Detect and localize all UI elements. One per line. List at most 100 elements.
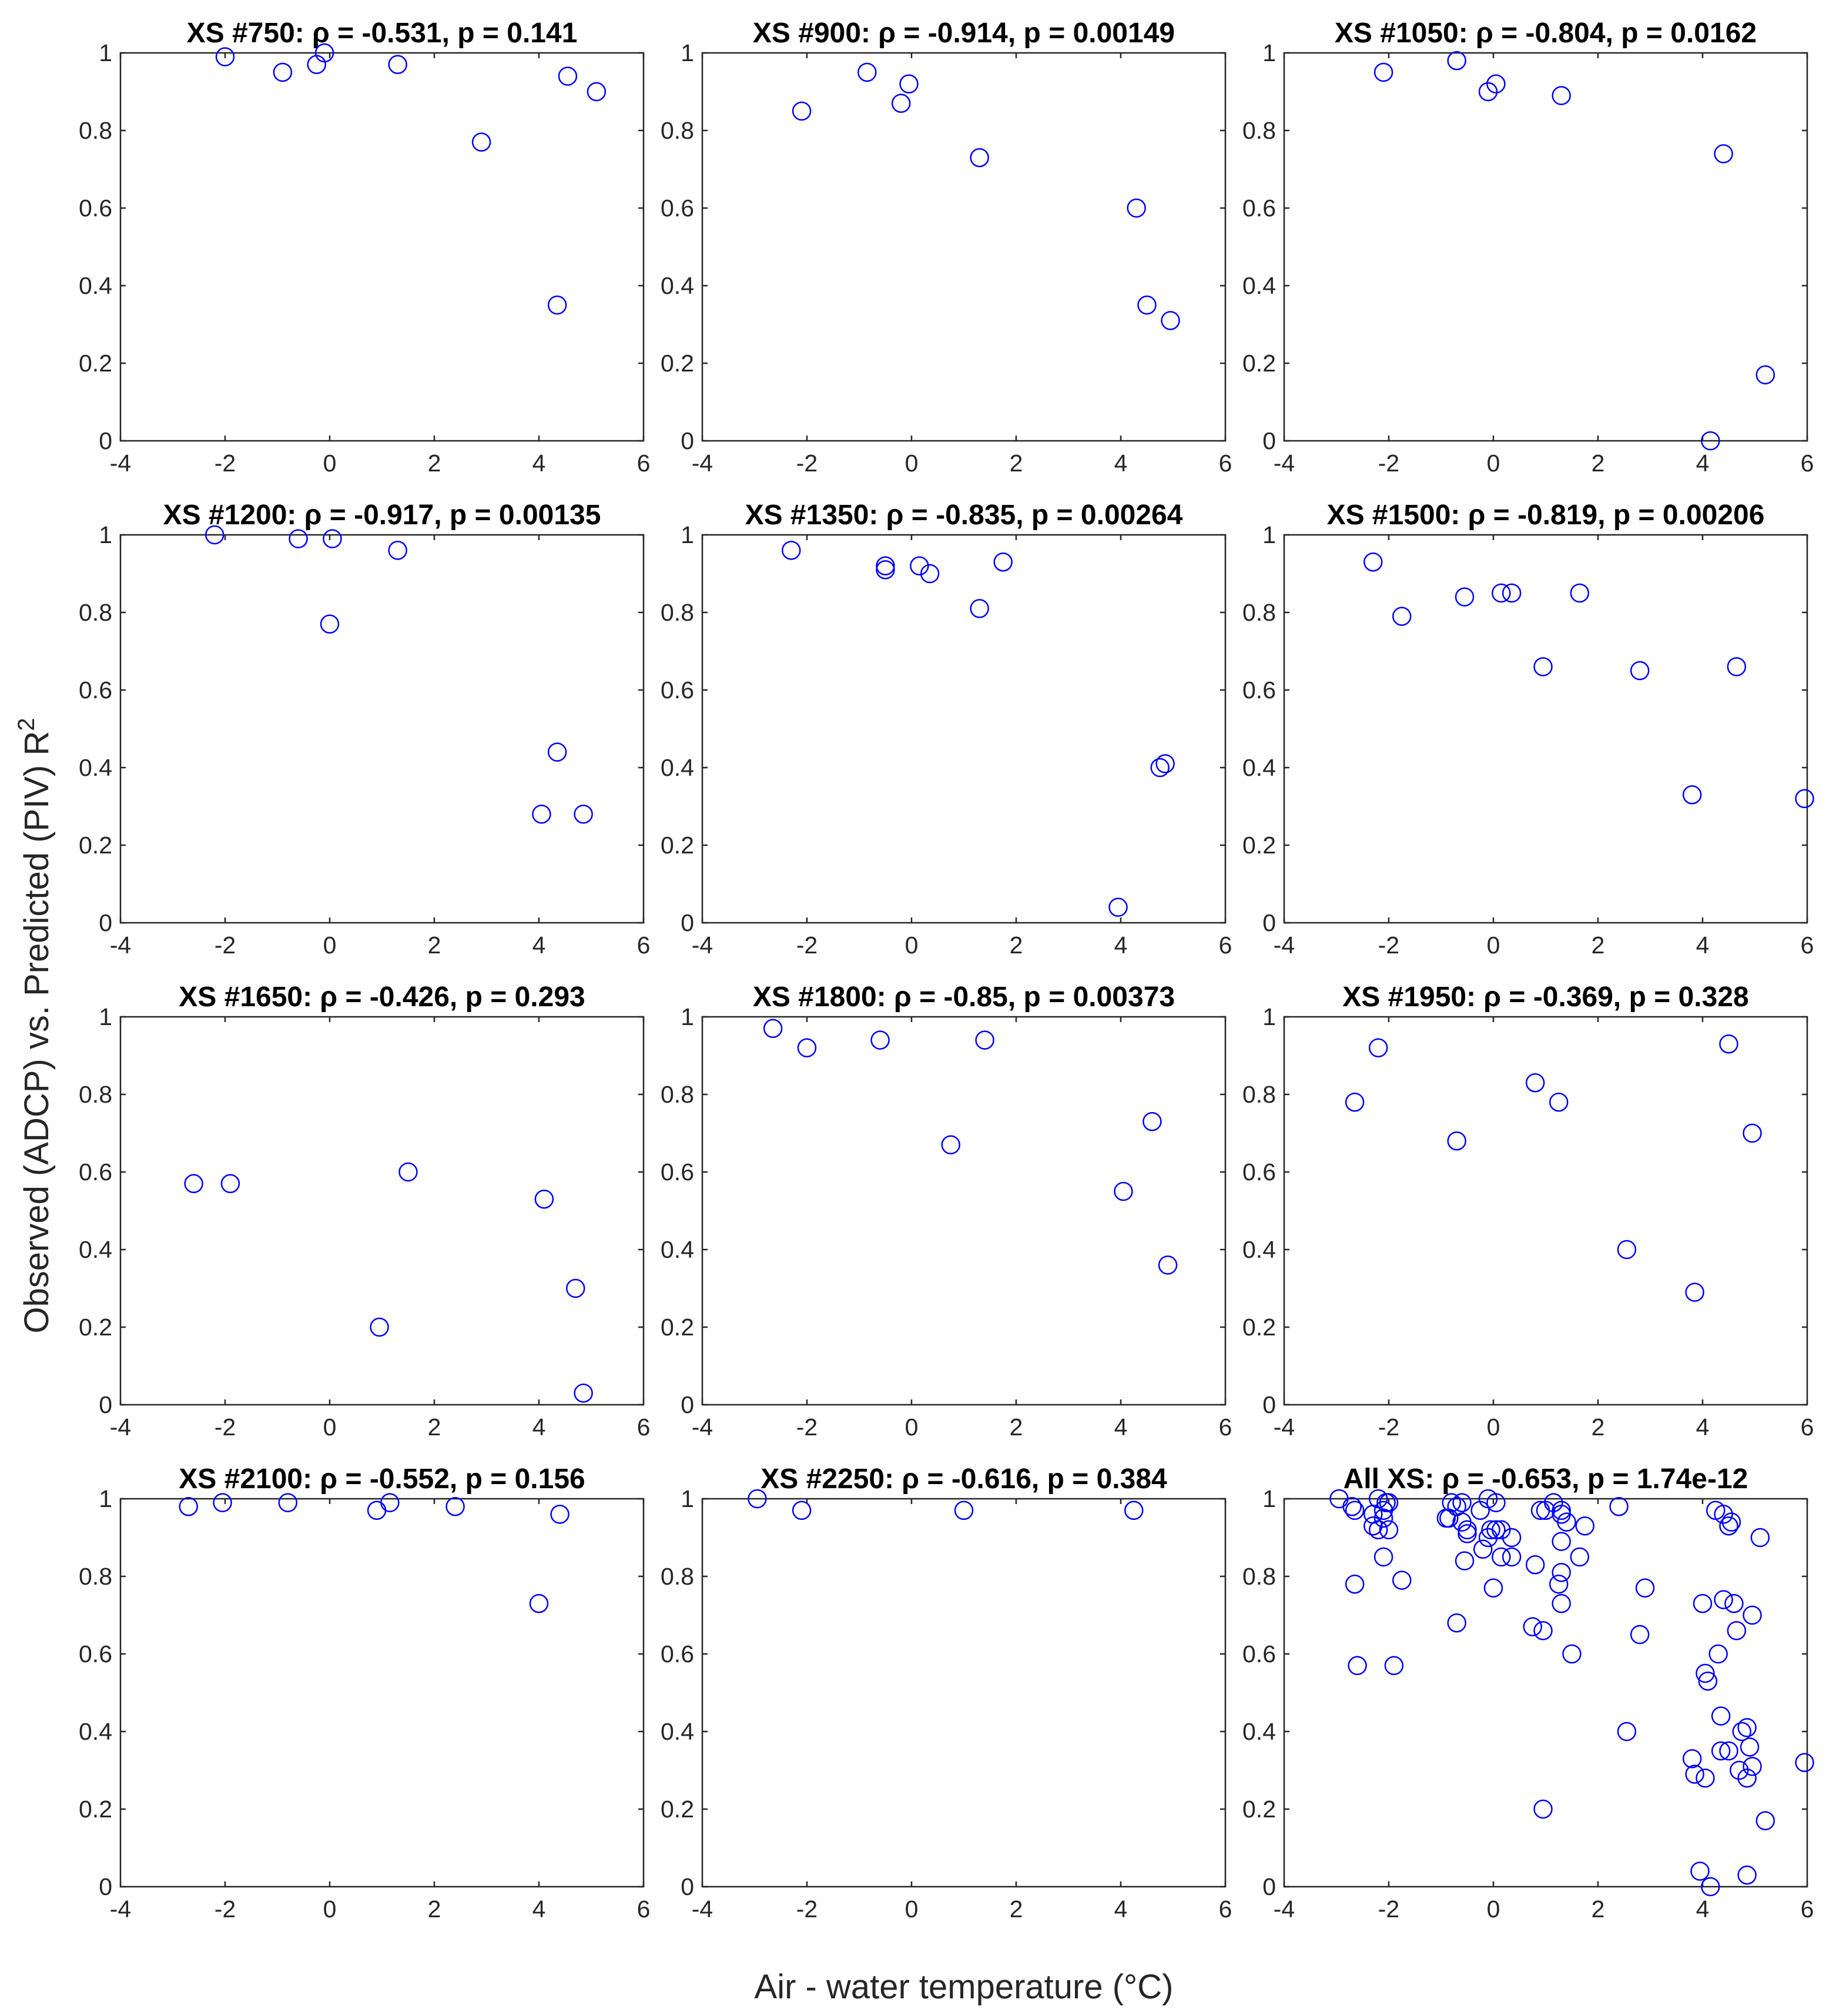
data-point — [1719, 1741, 1738, 1761]
data-point — [1345, 1092, 1365, 1112]
y-tick-label: 1 — [1262, 1003, 1276, 1030]
x-tick-label: 6 — [637, 932, 651, 959]
x-tick-label: -2 — [215, 450, 236, 477]
data-point — [1137, 295, 1157, 315]
axes-frame — [701, 52, 1227, 442]
data-point — [1150, 758, 1170, 778]
axes-frame — [701, 1498, 1227, 1888]
x-tick-label: 6 — [1801, 932, 1814, 959]
subplot-panel: -4 -2 0 2 4 6 0 0.2 0.4 0.6 0.8 1 XS #1350: ρ = -0.8… — [661, 500, 1232, 959]
data-point — [388, 55, 407, 75]
data-point — [1492, 1547, 1511, 1567]
data-point — [1719, 1516, 1738, 1536]
data-point — [1483, 1578, 1503, 1598]
y-tick-label: 0.8 — [79, 1563, 112, 1590]
y-tick-label: 1 — [681, 1003, 694, 1030]
data-point — [1345, 1574, 1365, 1594]
data-point — [1737, 1865, 1757, 1885]
y-tick-label: 1 — [99, 1485, 112, 1512]
axes-frame — [119, 1498, 645, 1888]
data-point — [1536, 1501, 1556, 1521]
data-point — [1682, 785, 1702, 805]
data-point — [1635, 1578, 1655, 1598]
x-tick-label: 4 — [1114, 932, 1128, 959]
y-tick-label: 0.6 — [1242, 1640, 1276, 1667]
x-tick-label: 0 — [905, 450, 919, 477]
data-point — [1142, 1111, 1162, 1131]
x-tick-label: 2 — [1592, 932, 1605, 959]
axes-frame — [701, 534, 1227, 924]
data-point — [970, 599, 989, 618]
data-point — [1363, 552, 1383, 572]
y-tick-label: 0.2 — [79, 1796, 112, 1823]
x-tick-label: 6 — [1801, 1414, 1814, 1441]
y-tick-label: 0.2 — [661, 1314, 694, 1341]
subplot-grid: -4 -2 0 2 4 6 0 0.2 0.4 0.6 0.8 1 XS #750: ρ = -0.53… — [79, 18, 1814, 1923]
data-point — [398, 1162, 418, 1182]
data-point — [1696, 1663, 1715, 1683]
data-point — [1549, 1574, 1569, 1594]
subplot-panel: -4 -2 0 2 4 6 0 0.2 0.4 0.6 0.8 1 XS #2250: ρ = -0.6… — [661, 1464, 1232, 1923]
x-tick-label: 2 — [1592, 450, 1605, 477]
y-tick-label: 0 — [1262, 1391, 1276, 1418]
x-tick-label: -4 — [1274, 1896, 1295, 1923]
x-tick-label: -4 — [110, 450, 131, 477]
x-tick-label: 4 — [1114, 450, 1128, 477]
data-point — [1533, 1621, 1553, 1640]
data-point — [1711, 1706, 1731, 1726]
data-point — [205, 525, 225, 545]
x-tick-label: 2 — [428, 1896, 441, 1923]
y-tick-label: 0.6 — [661, 195, 694, 222]
y-tick-label: 0.2 — [661, 1796, 694, 1823]
y-tick-label: 0.4 — [661, 1236, 694, 1263]
data-point — [547, 742, 567, 762]
data-point — [289, 529, 308, 548]
x-tick-label: -4 — [1274, 450, 1295, 477]
data-point — [1743, 1757, 1762, 1776]
data-point — [1442, 1493, 1462, 1512]
data-point — [1552, 1563, 1571, 1582]
panel-title: All XS: ρ = -0.653, p = 1.74e-12 — [1343, 1464, 1748, 1495]
y-tick-label: 0.2 — [661, 832, 694, 859]
subplot-panel: -4 -2 0 2 4 6 0 0.2 0.4 0.6 0.8 1 XS #1950: ρ = -0.3… — [1242, 982, 1814, 1441]
data-point — [1721, 1512, 1741, 1532]
y-tick-label: 0.4 — [79, 754, 112, 781]
data-point — [1544, 1493, 1563, 1512]
data-point — [1552, 1532, 1571, 1551]
data-point — [1549, 1092, 1569, 1112]
x-tick-label: -4 — [692, 1414, 713, 1441]
data-point — [1706, 1501, 1726, 1521]
y-tick-label: 0.4 — [661, 754, 694, 781]
x-tick-label: -2 — [1378, 932, 1399, 959]
data-point — [1727, 1621, 1747, 1640]
data-point — [1392, 607, 1412, 626]
y-tick-label: 0 — [1262, 1873, 1276, 1900]
y-tick-label: 0.4 — [1242, 272, 1276, 299]
data-point — [1552, 86, 1571, 105]
data-point — [1492, 1520, 1511, 1540]
x-tick-label: 0 — [905, 1896, 919, 1923]
x-tick-label: -4 — [692, 1896, 713, 1923]
data-point — [1698, 1671, 1718, 1691]
data-point — [1161, 311, 1180, 330]
data-point — [954, 1501, 974, 1521]
x-tick-label: -2 — [796, 932, 817, 959]
x-tick-label: 0 — [905, 932, 919, 959]
data-point — [1447, 1131, 1466, 1151]
x-tick-label: 2 — [1592, 1414, 1605, 1441]
data-point — [1737, 1718, 1757, 1737]
x-tick-label: 6 — [1219, 450, 1232, 477]
panel-title: XS #1800: ρ = -0.85, p = 0.00373 — [753, 982, 1175, 1013]
data-point — [1533, 1799, 1553, 1819]
data-point — [1376, 1493, 1396, 1512]
panel-title: XS #1650: ρ = -0.426, p = 0.293 — [179, 982, 585, 1013]
panel-title: XS #2100: ρ = -0.552, p = 0.156 — [179, 1464, 585, 1495]
x-tick-label: 4 — [1696, 450, 1710, 477]
data-point — [1630, 1625, 1650, 1645]
x-tick-label: 4 — [1696, 1414, 1710, 1441]
data-point — [782, 541, 801, 560]
data-point — [876, 560, 895, 580]
x-tick-label: 0 — [1487, 932, 1500, 959]
data-point — [1502, 583, 1522, 603]
x-tick-label: -4 — [110, 1414, 131, 1441]
